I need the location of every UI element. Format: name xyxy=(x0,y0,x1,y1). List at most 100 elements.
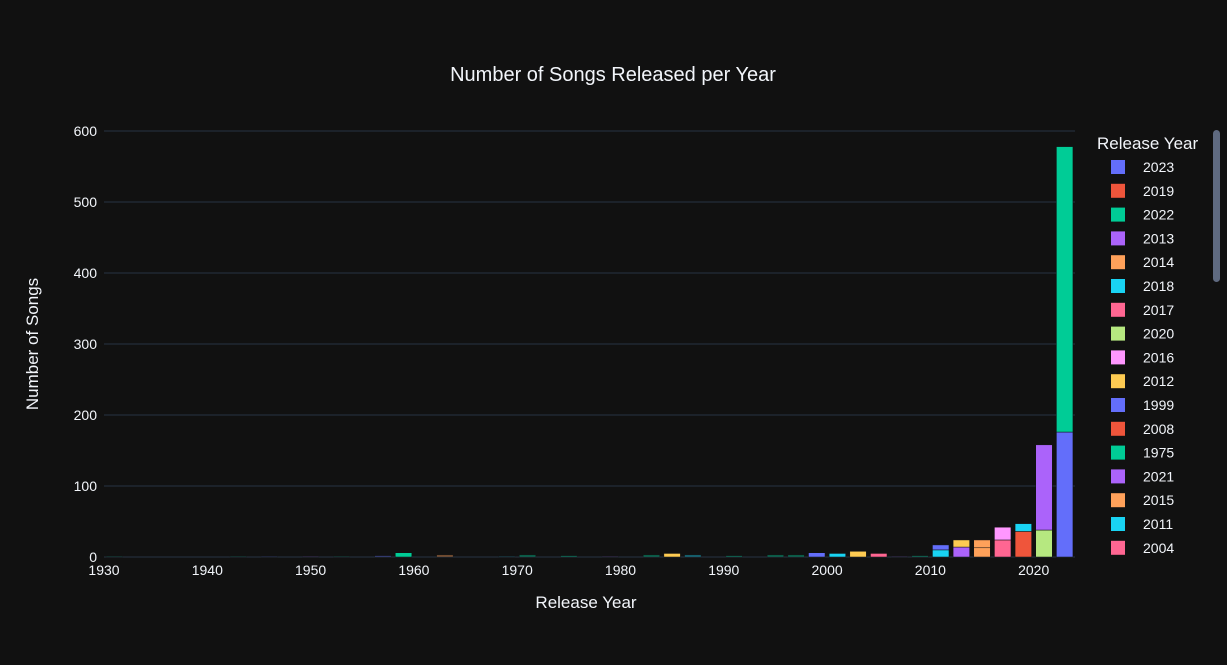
legend-label: 1999 xyxy=(1143,397,1174,413)
bar-2003[interactable] xyxy=(849,551,867,558)
legend-swatch xyxy=(1111,517,1125,531)
legend-label: 2008 xyxy=(1143,421,1174,437)
y-tick-label: 300 xyxy=(74,336,98,352)
legend-label: 1975 xyxy=(1143,445,1174,461)
legend-label: 2004 xyxy=(1143,540,1174,556)
bar-2013[interactable] xyxy=(952,539,970,548)
legend-label: 2014 xyxy=(1143,254,1174,270)
bar-1995[interactable] xyxy=(766,554,784,558)
bar-1943[interactable] xyxy=(229,556,247,558)
legend-label: 2016 xyxy=(1143,349,1174,365)
bar-2023[interactable] xyxy=(1056,146,1074,433)
bar-2023[interactable] xyxy=(1056,431,1074,558)
legend-swatch xyxy=(1111,207,1125,222)
bar-2019[interactable] xyxy=(1014,523,1032,532)
legend-item-2012[interactable]: 2012 xyxy=(1111,373,1174,389)
legend-swatch xyxy=(1111,160,1125,174)
y-axis-ticks: 0 100 200 300 400 500 600 xyxy=(74,123,98,565)
legend-item-2016[interactable]: 2016 xyxy=(1111,349,1174,365)
legend-item-2004[interactable]: 2004 xyxy=(1111,540,1174,556)
legend-swatch xyxy=(1111,421,1125,436)
legend-item-2013[interactable]: 2013 xyxy=(1111,230,1174,246)
bar-1931[interactable] xyxy=(105,556,123,558)
grid-lines xyxy=(104,130,1075,558)
bar-1983[interactable] xyxy=(642,554,660,558)
bar-2005[interactable] xyxy=(870,553,888,558)
bar-1991[interactable] xyxy=(725,555,743,558)
legend-swatch xyxy=(1111,493,1125,508)
legend-swatch xyxy=(1111,183,1125,198)
bar-1979[interactable] xyxy=(601,556,619,558)
legend-item-2018[interactable]: 2018 xyxy=(1111,278,1174,294)
bar-1999[interactable] xyxy=(808,552,826,558)
legend-item-2017[interactable]: 2017 xyxy=(1111,302,1174,318)
legend-label: 2023 xyxy=(1143,159,1174,175)
y-axis-label: Number of Songs xyxy=(23,278,42,410)
legend-item-2008[interactable]: 2008 xyxy=(1111,421,1174,437)
bar-2009[interactable] xyxy=(911,555,929,558)
x-tick-label: 1950 xyxy=(295,562,326,578)
legend-item-2023[interactable]: 2023 xyxy=(1111,159,1174,175)
bar-1985[interactable] xyxy=(663,553,681,558)
bar-2017[interactable] xyxy=(994,526,1012,541)
bar-2011[interactable] xyxy=(932,544,950,551)
bar-1946[interactable] xyxy=(260,556,278,558)
bar-1959[interactable] xyxy=(395,552,413,558)
legend-scrollbar[interactable] xyxy=(1213,130,1220,282)
bar-1975[interactable] xyxy=(560,555,578,558)
bar-1997[interactable] xyxy=(787,554,805,558)
bar-1987[interactable] xyxy=(684,554,702,558)
legend-swatch xyxy=(1111,326,1125,341)
x-tick-label: 1940 xyxy=(192,562,223,578)
legend-label: 2018 xyxy=(1143,278,1174,294)
legend-swatch xyxy=(1111,255,1125,270)
x-tick-label: 2000 xyxy=(812,562,843,578)
x-tick-label: 1970 xyxy=(502,562,533,578)
legend-label: 2015 xyxy=(1143,492,1174,508)
bar-1950[interactable] xyxy=(302,556,320,558)
legend-label: 2019 xyxy=(1143,183,1174,199)
legend-item-2014[interactable]: 2014 xyxy=(1111,254,1174,270)
bar-2017[interactable] xyxy=(994,539,1012,558)
bar-2011[interactable] xyxy=(932,549,950,558)
x-tick-label: 1980 xyxy=(605,562,636,578)
legend-item-2019[interactable]: 2019 xyxy=(1111,183,1174,199)
legend-swatch xyxy=(1111,469,1125,484)
legend-item-2020[interactable]: 2020 xyxy=(1111,326,1174,342)
bar-1957[interactable] xyxy=(374,555,392,558)
bar-2013[interactable] xyxy=(952,546,970,558)
bar-1963[interactable] xyxy=(436,554,454,558)
legend-item-2022[interactable]: 2022 xyxy=(1111,207,1174,223)
bar-2015[interactable] xyxy=(973,547,991,558)
legend-item-2011[interactable]: 2011 xyxy=(1111,516,1173,532)
legend-item-2021[interactable]: 2021 xyxy=(1111,468,1174,484)
legend-item-2015[interactable]: 2015 xyxy=(1111,492,1174,508)
y-tick-label: 0 xyxy=(89,549,97,565)
bar-2007[interactable] xyxy=(890,556,908,558)
bar-1969[interactable] xyxy=(498,556,516,558)
x-tick-label: 1930 xyxy=(88,562,119,578)
legend-swatch xyxy=(1111,302,1125,317)
legend-label: 2012 xyxy=(1143,373,1174,389)
legend-label: 2022 xyxy=(1143,207,1174,223)
legend-swatch xyxy=(1111,445,1125,460)
legend-label: 2011 xyxy=(1143,516,1173,532)
bars xyxy=(105,146,1074,558)
legend-items: 2023 2019 2022 2013 2014 2018 2017 2020 2016 2012… xyxy=(1111,159,1174,556)
y-tick-label: 600 xyxy=(74,123,98,139)
bar-1971[interactable] xyxy=(519,554,537,558)
legend-item-1975[interactable]: 1975 xyxy=(1111,445,1174,461)
bar-1953[interactable] xyxy=(333,556,351,558)
legend-item-1999[interactable]: 1999 xyxy=(1111,397,1174,413)
bar-2021[interactable] xyxy=(1035,444,1053,531)
legend-swatch xyxy=(1111,231,1125,246)
x-axis-label: Release Year xyxy=(535,593,636,612)
bar-2001[interactable] xyxy=(828,553,846,558)
bar-2021[interactable] xyxy=(1035,529,1053,558)
legend-swatch xyxy=(1111,374,1125,389)
x-tick-label: 2010 xyxy=(915,562,946,578)
bar-2019[interactable] xyxy=(1014,531,1032,558)
bar-2015[interactable] xyxy=(973,539,991,549)
